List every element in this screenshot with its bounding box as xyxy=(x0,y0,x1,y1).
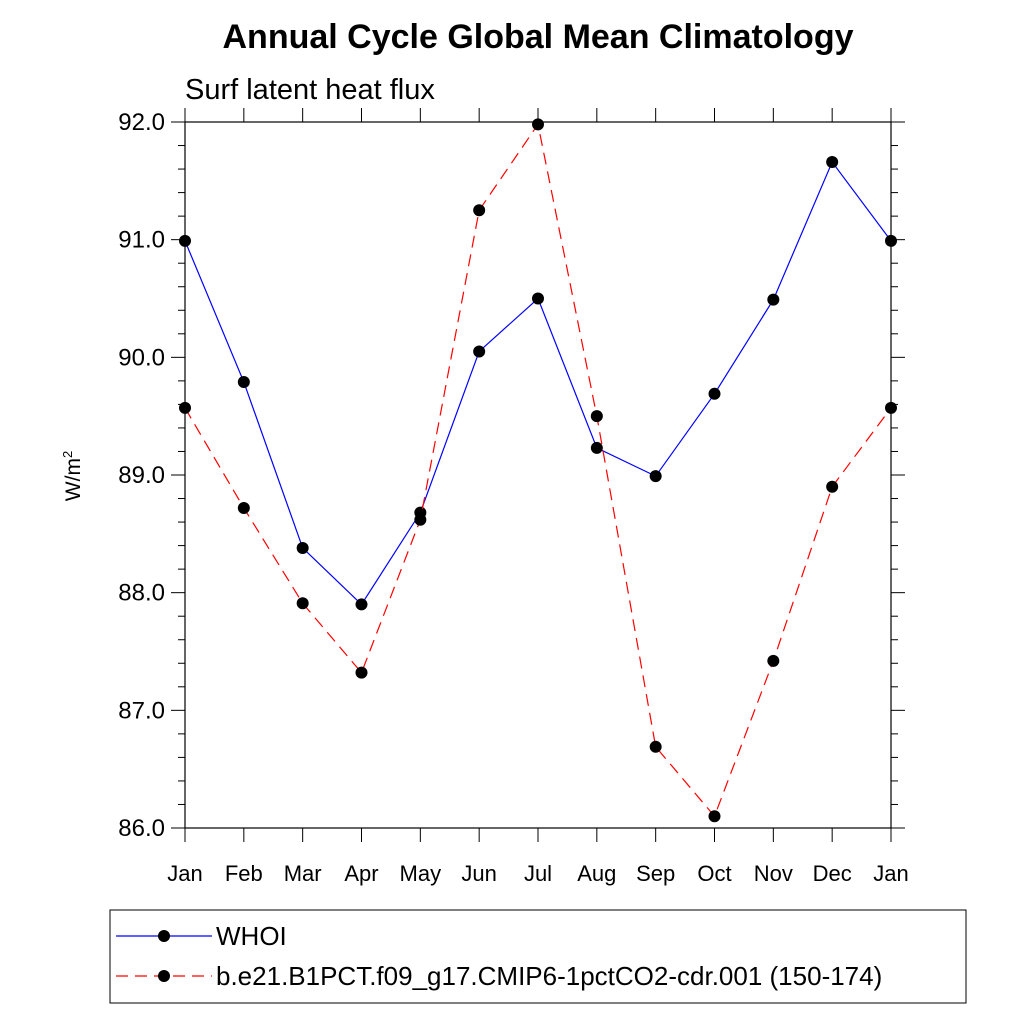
data-point-mar xyxy=(296,541,309,554)
data-point-nov xyxy=(767,654,780,667)
data-point-mar xyxy=(296,597,309,610)
data-point-dec xyxy=(826,480,839,493)
data-point-sep xyxy=(649,470,662,483)
x-tick-label-dec: Dec xyxy=(813,861,852,886)
legend-marker-whoi xyxy=(158,930,170,942)
y-axis-label-superscript: 2 xyxy=(60,451,75,458)
data-point-jan xyxy=(885,234,897,247)
series-model xyxy=(179,118,897,823)
x-tick-label-may: May xyxy=(400,861,442,886)
series-line xyxy=(184,160,892,606)
data-point-aug xyxy=(590,410,603,423)
series-line xyxy=(184,122,892,818)
data-point-nov xyxy=(767,293,780,306)
x-tick-label-aug: Aug xyxy=(577,861,616,886)
y-tick-label: 88.0 xyxy=(118,580,165,607)
legend: WHOI b.e21.B1PCT.f09_g17.CMIP6-1pctCO2-c… xyxy=(109,909,967,1004)
x-tick-label-oct: Oct xyxy=(697,861,731,886)
legend-entry-model: b.e21.B1PCT.f09_g17.CMIP6-1pctCO2-cdr.00… xyxy=(116,961,882,991)
y-tick-label: 86.0 xyxy=(118,815,165,842)
data-point-jan xyxy=(885,401,897,414)
plot-area xyxy=(184,121,892,829)
data-point-jun xyxy=(473,345,486,358)
x-axis-tick-labels: Jan Feb Mar Apr May Jun Jul Aug Sep Oct Nov Dec Jan xyxy=(167,861,908,886)
data-point-apr xyxy=(355,666,368,679)
data-point-jul xyxy=(532,292,544,305)
x-tick-label-jul: Jul xyxy=(524,861,552,886)
data-point-apr xyxy=(355,598,368,611)
data-point-jun xyxy=(473,204,486,217)
legend-entry-whoi: WHOI xyxy=(116,921,287,951)
x-tick-label-mar: Mar xyxy=(284,861,322,886)
y-tick-label: 91.0 xyxy=(118,227,165,254)
data-point-feb xyxy=(237,376,250,389)
x-tick-label-jan: Jan xyxy=(167,861,202,886)
data-point-dec xyxy=(826,156,839,169)
x-tick-label-apr: Apr xyxy=(344,861,378,886)
data-point-sep xyxy=(649,740,662,753)
data-point-oct xyxy=(708,387,721,400)
legend-marker-model xyxy=(158,970,170,982)
data-point-jul xyxy=(532,118,544,131)
x-tick-label-sep: Sep xyxy=(636,861,675,886)
data-point-oct xyxy=(708,810,721,823)
y-axis-label: W/m2 xyxy=(60,451,85,501)
series-layer xyxy=(179,118,897,823)
x-tick-label-feb: Feb xyxy=(225,861,263,886)
data-point-may xyxy=(414,513,427,526)
x-tick-label-jun: Jun xyxy=(461,861,496,886)
y-axis-label-text: W/m xyxy=(62,458,85,501)
axis-ticks xyxy=(171,108,905,842)
legend-label-model: b.e21.B1PCT.f09_g17.CMIP6-1pctCO2-cdr.00… xyxy=(216,961,882,991)
y-tick-label: 90.0 xyxy=(118,344,165,371)
plot-border xyxy=(184,121,892,829)
y-tick-label: 92.0 xyxy=(118,109,165,136)
series-whoi xyxy=(179,156,897,611)
chart-title: Annual Cycle Global Mean Climatology xyxy=(223,18,854,56)
y-tick-label: 89.0 xyxy=(118,462,165,489)
legend-label-whoi: WHOI xyxy=(216,921,287,951)
y-tick-label: 87.0 xyxy=(118,697,165,724)
data-point-jan xyxy=(179,234,191,247)
x-tick-label-jan: Jan xyxy=(873,861,908,886)
data-point-feb xyxy=(237,501,250,514)
x-tick-label-nov: Nov xyxy=(754,861,793,886)
chart-subtitle: Surf latent heat flux xyxy=(185,74,435,106)
legend-box xyxy=(109,909,967,1004)
y-axis-tick-labels: 86.0 87.0 88.0 89.0 90.0 91.0 92.0 xyxy=(118,109,165,842)
data-point-aug xyxy=(590,441,603,454)
data-point-jan xyxy=(179,401,191,414)
